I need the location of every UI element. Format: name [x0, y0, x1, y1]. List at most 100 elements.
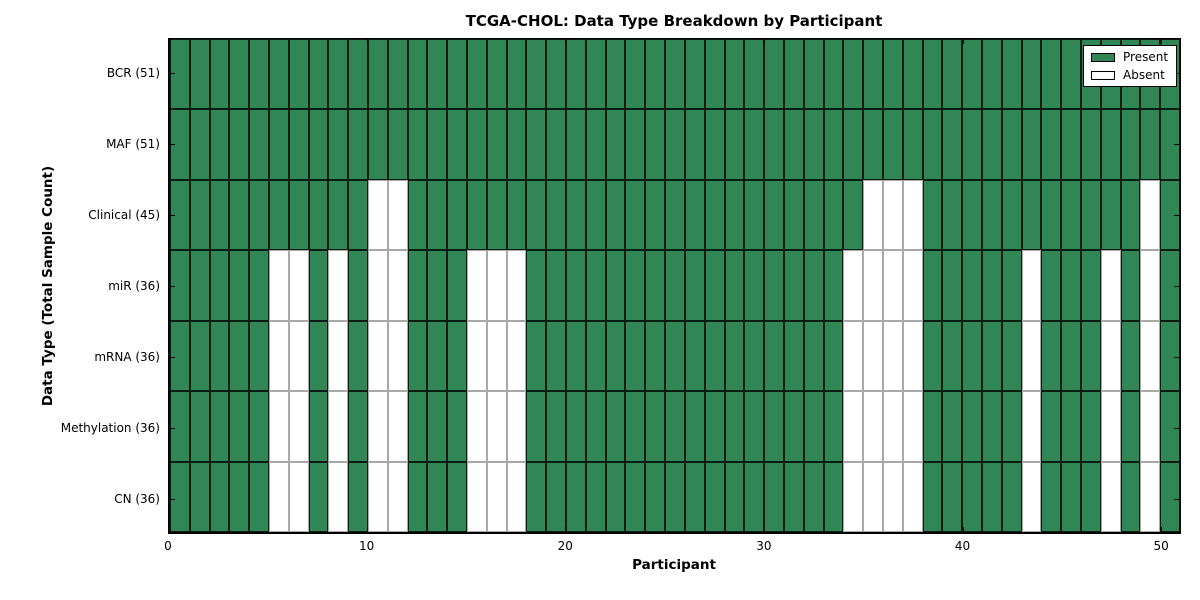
cell — [1100, 320, 1121, 392]
cell — [942, 250, 963, 321]
cell — [1021, 391, 1042, 462]
cell — [427, 109, 448, 180]
tick-mark — [168, 527, 169, 532]
cell — [170, 391, 190, 462]
y-tick-label: MAF (51) — [106, 137, 160, 152]
cell — [625, 461, 646, 532]
cell — [981, 391, 1002, 462]
cell — [1120, 391, 1141, 462]
cell — [348, 250, 369, 321]
cell — [407, 39, 428, 110]
cell — [962, 250, 982, 321]
cell — [764, 250, 784, 321]
cell — [744, 39, 765, 110]
cell — [981, 461, 1002, 532]
cell — [704, 461, 725, 532]
cell — [922, 320, 943, 392]
tick-mark — [1161, 39, 1163, 44]
cell — [823, 179, 844, 251]
cell — [189, 320, 210, 392]
cell — [764, 320, 784, 392]
cell — [1041, 179, 1062, 251]
cell — [1021, 109, 1042, 180]
cell — [783, 179, 804, 251]
x-axis-label: Participant — [632, 557, 716, 573]
cell — [1001, 250, 1022, 321]
cell — [249, 391, 270, 462]
cell — [704, 391, 725, 462]
cell — [249, 250, 270, 321]
cell — [665, 39, 685, 110]
cell — [704, 109, 725, 180]
cell — [704, 250, 725, 321]
cell — [605, 250, 626, 321]
cell — [407, 320, 428, 392]
cell — [566, 109, 586, 180]
cell — [922, 461, 943, 532]
cell — [665, 250, 685, 321]
cell — [467, 250, 487, 321]
cell — [665, 391, 685, 462]
y-tick-label: BCR (51) — [106, 66, 160, 81]
cell — [981, 109, 1002, 180]
cell — [1120, 461, 1141, 532]
cell — [783, 250, 804, 321]
cell — [724, 391, 745, 462]
cell — [308, 391, 329, 462]
cell — [170, 320, 190, 392]
cell — [922, 109, 943, 180]
cell — [387, 391, 408, 462]
legend-label: Absent — [1123, 68, 1165, 82]
cell — [922, 39, 943, 110]
cell — [348, 461, 369, 532]
cell — [843, 250, 864, 321]
tick-mark — [168, 39, 169, 44]
cell — [308, 320, 329, 392]
cell — [249, 320, 270, 392]
cell — [526, 179, 547, 251]
tick-mark — [170, 356, 175, 358]
cell — [566, 39, 586, 110]
cell — [1021, 179, 1042, 251]
cell — [1061, 179, 1081, 251]
cell — [942, 391, 963, 462]
cell — [843, 179, 864, 251]
cell — [486, 320, 507, 392]
cell — [744, 461, 765, 532]
cell — [803, 179, 824, 251]
cell — [645, 250, 666, 321]
cell — [645, 461, 666, 532]
cell — [981, 39, 1002, 110]
cell — [942, 39, 963, 110]
cell — [1061, 39, 1081, 110]
cell — [605, 320, 626, 392]
cell — [308, 179, 329, 251]
cell — [506, 179, 527, 251]
cell — [902, 461, 923, 532]
cell — [863, 179, 883, 251]
cell — [1041, 320, 1062, 392]
cell — [269, 109, 289, 180]
cell — [189, 461, 210, 532]
cell — [1160, 179, 1180, 251]
cell — [467, 179, 487, 251]
cell — [1041, 39, 1062, 110]
cell — [724, 250, 745, 321]
tick-mark — [366, 39, 368, 44]
cell — [922, 179, 943, 251]
cell — [467, 109, 487, 180]
cell — [625, 391, 646, 462]
cell — [526, 391, 547, 462]
cell — [447, 461, 468, 532]
cell — [585, 250, 606, 321]
cell — [229, 250, 250, 321]
cell — [1100, 179, 1121, 251]
cell — [189, 39, 210, 110]
cell — [1041, 391, 1062, 462]
cell — [249, 179, 270, 251]
cell — [269, 391, 289, 462]
cell — [467, 39, 487, 110]
cell — [1061, 320, 1081, 392]
cell — [744, 320, 765, 392]
cell — [1021, 250, 1042, 321]
